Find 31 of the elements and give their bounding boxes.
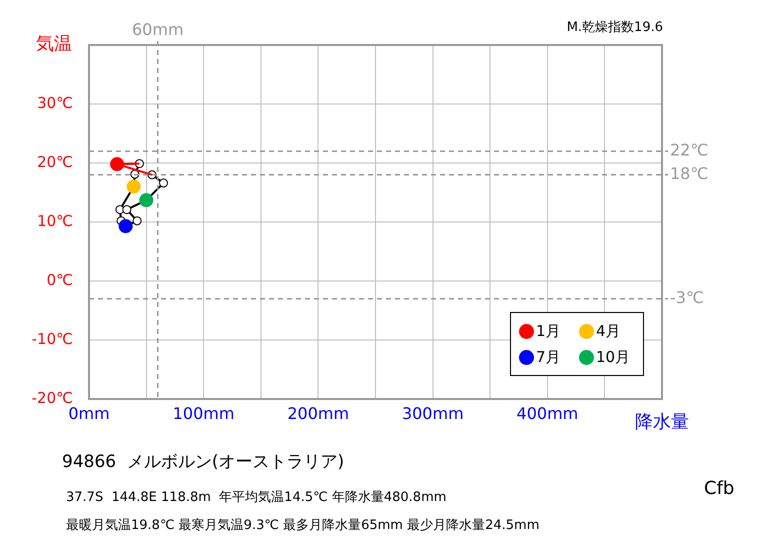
y-tick-label: 10℃ xyxy=(37,212,73,230)
y-axis-title: 気温 xyxy=(36,34,72,55)
x-axis-title: 降水量 xyxy=(635,412,689,433)
ref-line-label: 22℃ xyxy=(670,140,708,160)
point xyxy=(158,178,168,188)
ref-line-label: 60mm xyxy=(132,20,184,40)
y-tick-label: 0℃ xyxy=(46,270,73,289)
y-tick-label: 20℃ xyxy=(37,152,73,171)
text: 94866 メルボルン(オーストラリア) xyxy=(62,451,344,473)
text: Cfb xyxy=(704,478,734,499)
text: 最暖月気温19.8℃ 最寒月気温9.3℃ 最多月降水量65mm 最少月降水量24.5mm xyxy=(66,517,540,534)
legend-label: 1月 xyxy=(536,322,561,340)
x-tick-label: 400mm xyxy=(516,404,578,423)
point xyxy=(126,180,141,194)
y-tick-label: -10℃ xyxy=(32,330,73,348)
point xyxy=(122,205,132,214)
point xyxy=(110,157,124,172)
text: M.乾燥指数19.6 xyxy=(566,19,663,36)
legend-label: 10月 xyxy=(596,348,630,366)
point xyxy=(139,193,154,208)
text: 37.7S 144.8E 118.8m 年平均気温14.5℃ 年降水量480.8mm xyxy=(66,489,446,506)
point xyxy=(118,219,133,234)
legend-label: 4月 xyxy=(596,322,621,340)
x-tick-label: 200mm xyxy=(287,404,350,423)
ref-line-label: 18℃ xyxy=(670,164,708,183)
y-tick-label: 30℃ xyxy=(37,94,73,112)
x-tick-label: 100mm xyxy=(172,404,234,423)
ref-line-label: -3℃ xyxy=(670,288,704,307)
x-tick-label: 300mm xyxy=(402,404,464,423)
point xyxy=(132,216,142,226)
legend-label: 7月 xyxy=(536,348,561,366)
